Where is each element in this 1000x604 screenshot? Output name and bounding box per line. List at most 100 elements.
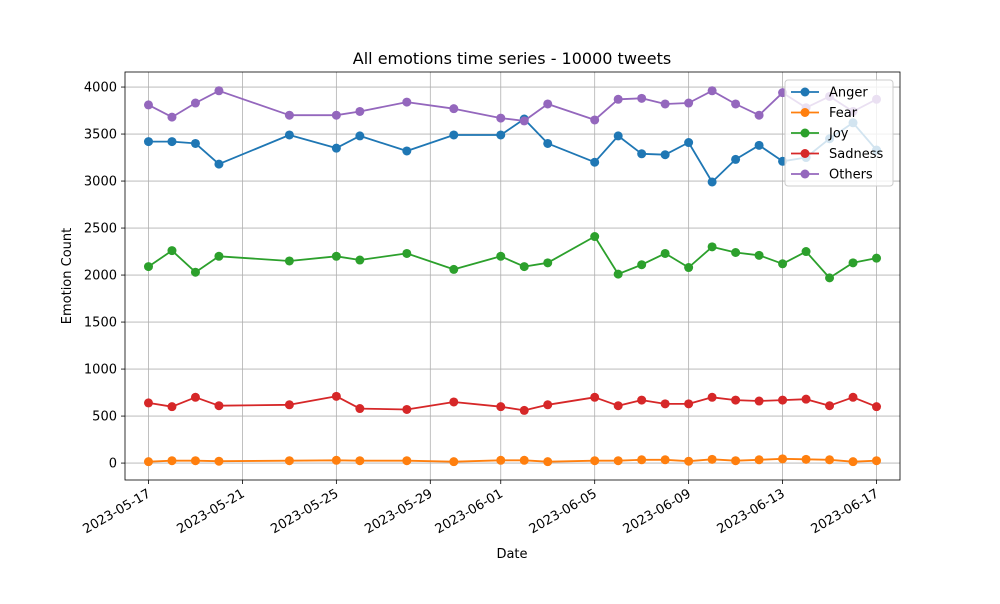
x-tick-label: 2023-06-01 [433, 486, 506, 537]
data-point-anger [214, 159, 224, 169]
y-tick-label: 1000 [84, 363, 117, 378]
data-point-fear [613, 456, 623, 466]
data-point-others [331, 110, 341, 120]
data-point-joy [449, 264, 459, 274]
x-tick-label: 2023-05-17 [81, 486, 154, 537]
data-point-sadness [778, 395, 788, 405]
data-point-anger [496, 130, 506, 140]
data-point-fear [637, 455, 647, 465]
data-point-others [496, 113, 506, 123]
data-point-sadness [190, 392, 200, 402]
series-line-others [148, 89, 877, 122]
data-point-sadness [284, 400, 294, 410]
data-point-anger [637, 149, 647, 159]
data-point-sadness [754, 396, 764, 406]
data-point-joy [660, 248, 670, 258]
data-point-others [167, 112, 177, 122]
legend-label: Sadness [829, 147, 883, 162]
data-point-fear [731, 456, 741, 466]
data-point-fear [496, 455, 506, 465]
data-point-joy [496, 251, 506, 261]
data-point-sadness [660, 399, 670, 409]
series-lines [143, 86, 882, 467]
data-point-others [214, 86, 224, 96]
data-point-anger [190, 138, 200, 148]
data-point-fear [449, 457, 459, 467]
data-point-anger [613, 131, 623, 141]
y-tick-label: 2000 [84, 269, 117, 284]
data-point-others [402, 97, 412, 107]
series-fear [143, 454, 882, 467]
data-point-anger [590, 157, 600, 167]
x-axis-label: Date [496, 547, 527, 562]
data-point-joy [519, 262, 529, 272]
data-point-sadness [637, 395, 647, 405]
data-point-sadness [872, 402, 882, 412]
data-point-others [190, 98, 200, 108]
legend-label: Joy [828, 127, 849, 142]
data-point-sadness [707, 392, 717, 402]
data-point-others [519, 116, 529, 126]
data-point-anger [143, 137, 153, 147]
data-point-fear [872, 456, 882, 466]
data-point-joy [731, 247, 741, 257]
data-point-joy [355, 255, 365, 265]
data-point-fear [402, 456, 412, 466]
x-tick-label: 2023-06-13 [715, 486, 788, 537]
data-point-sadness [214, 401, 224, 411]
x-tick-label: 2023-05-29 [362, 486, 435, 537]
data-point-joy [143, 262, 153, 272]
legend: Anger Fear Joy Sadness Others [784, 79, 894, 187]
data-point-sadness [449, 397, 459, 407]
y-tick-label: 0 [109, 457, 117, 472]
grid [125, 72, 900, 480]
series-line-sadness [148, 395, 877, 412]
chart-title: All emotions time series - 10000 tweets [353, 49, 671, 68]
data-point-fear [143, 457, 153, 467]
data-point-others [707, 86, 717, 96]
legend-label: Fear [829, 106, 858, 121]
data-point-fear [190, 456, 200, 466]
legend-item-sadness: Sadness [791, 147, 883, 162]
data-point-fear [284, 456, 294, 466]
x-tick-label: 2023-06-09 [621, 486, 694, 537]
data-point-joy [707, 242, 717, 252]
data-point-sadness [590, 392, 600, 402]
series-line-fear [148, 457, 877, 463]
data-point-sadness [331, 391, 341, 401]
data-point-others [543, 99, 553, 109]
x-tick-label: 2023-05-21 [174, 486, 247, 537]
data-point-joy [590, 232, 600, 242]
data-point-sadness [496, 402, 506, 412]
data-point-fear [754, 455, 764, 465]
series-joy [143, 232, 882, 283]
data-point-anger [731, 154, 741, 164]
data-point-joy [331, 251, 341, 261]
y-tick-label: 3000 [84, 175, 117, 190]
data-point-joy [402, 248, 412, 258]
data-point-fear [331, 455, 341, 465]
legend-swatch-marker [800, 149, 810, 158]
data-point-others [590, 115, 600, 125]
data-point-joy [190, 267, 200, 277]
data-point-others [754, 110, 764, 120]
data-point-sadness [848, 392, 858, 402]
data-point-others [684, 98, 694, 108]
data-point-fear [778, 454, 788, 464]
y-tick-label: 2500 [84, 222, 117, 237]
legend-item-fear: Fear [791, 106, 858, 121]
series-anger [143, 114, 882, 187]
x-axis-ticks: 2023-05-17 2023-05-21 2023-05-25 2023-05-29… [81, 480, 882, 537]
data-point-joy [613, 269, 623, 279]
legend-item-others: Others [791, 168, 873, 183]
data-point-joy [214, 251, 224, 261]
data-point-sadness [543, 400, 553, 410]
x-tick-label: 2023-05-25 [268, 486, 341, 537]
data-point-sadness [355, 404, 365, 414]
data-point-joy [684, 263, 694, 273]
y-tick-label: 500 [92, 410, 117, 425]
data-point-joy [284, 256, 294, 266]
data-point-sadness [684, 399, 694, 409]
data-point-joy [637, 260, 647, 270]
